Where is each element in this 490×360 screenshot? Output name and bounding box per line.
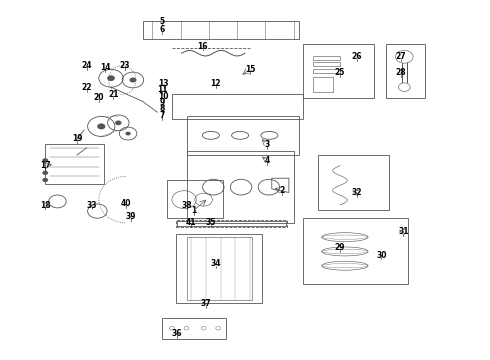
Circle shape [129, 77, 136, 82]
Bar [313, 68, 340, 73]
Text: 10: 10 [158, 91, 169, 100]
Text: 19: 19 [72, 134, 82, 143]
Text: 11: 11 [157, 85, 168, 94]
Text: 20: 20 [94, 93, 104, 102]
Text: 25: 25 [335, 68, 345, 77]
Circle shape [107, 75, 115, 81]
Circle shape [42, 158, 48, 162]
Text: 8: 8 [159, 104, 165, 113]
Text: 38: 38 [181, 201, 192, 210]
Text: 9: 9 [160, 98, 165, 107]
Text: 32: 32 [352, 188, 362, 197]
Text: 2: 2 [279, 186, 284, 195]
Bar [176, 234, 262, 303]
Text: 18: 18 [40, 201, 50, 210]
Circle shape [97, 123, 105, 129]
Bar [313, 77, 333, 93]
Bar [303, 217, 408, 284]
Text: 13: 13 [158, 79, 169, 88]
Text: 7: 7 [159, 111, 165, 120]
Text: 33: 33 [86, 201, 97, 210]
Text: 15: 15 [245, 65, 255, 74]
Text: 37: 37 [201, 299, 211, 308]
Text: 21: 21 [108, 90, 119, 99]
Bar [318, 155, 389, 210]
Bar [303, 44, 374, 98]
Circle shape [42, 171, 48, 175]
Circle shape [115, 121, 122, 125]
Text: 14: 14 [100, 63, 110, 72]
Text: 17: 17 [40, 161, 50, 170]
Text: 12: 12 [211, 79, 221, 88]
Text: 23: 23 [120, 61, 130, 70]
Bar [167, 180, 223, 217]
Text: 1: 1 [191, 206, 196, 215]
Text: 28: 28 [395, 68, 406, 77]
Bar [386, 44, 425, 98]
Text: 24: 24 [81, 61, 92, 70]
Text: 30: 30 [376, 251, 387, 260]
Text: 36: 36 [172, 329, 182, 338]
Text: 34: 34 [211, 260, 221, 269]
Text: 22: 22 [81, 83, 92, 92]
Text: 16: 16 [197, 41, 208, 50]
Circle shape [125, 132, 131, 135]
Circle shape [42, 178, 48, 182]
Text: 29: 29 [335, 243, 345, 252]
Text: 41: 41 [186, 219, 196, 228]
Text: 31: 31 [398, 227, 409, 236]
Text: 39: 39 [125, 212, 136, 221]
Bar [176, 220, 288, 227]
Text: 35: 35 [206, 219, 216, 228]
Text: 4: 4 [264, 156, 270, 165]
Text: 5: 5 [160, 17, 165, 26]
Text: 27: 27 [395, 52, 406, 61]
Text: 26: 26 [352, 52, 362, 61]
Bar [313, 62, 340, 66]
Text: 6: 6 [160, 26, 165, 35]
Text: 3: 3 [264, 140, 270, 149]
Bar [313, 56, 340, 60]
Text: 40: 40 [121, 199, 131, 208]
